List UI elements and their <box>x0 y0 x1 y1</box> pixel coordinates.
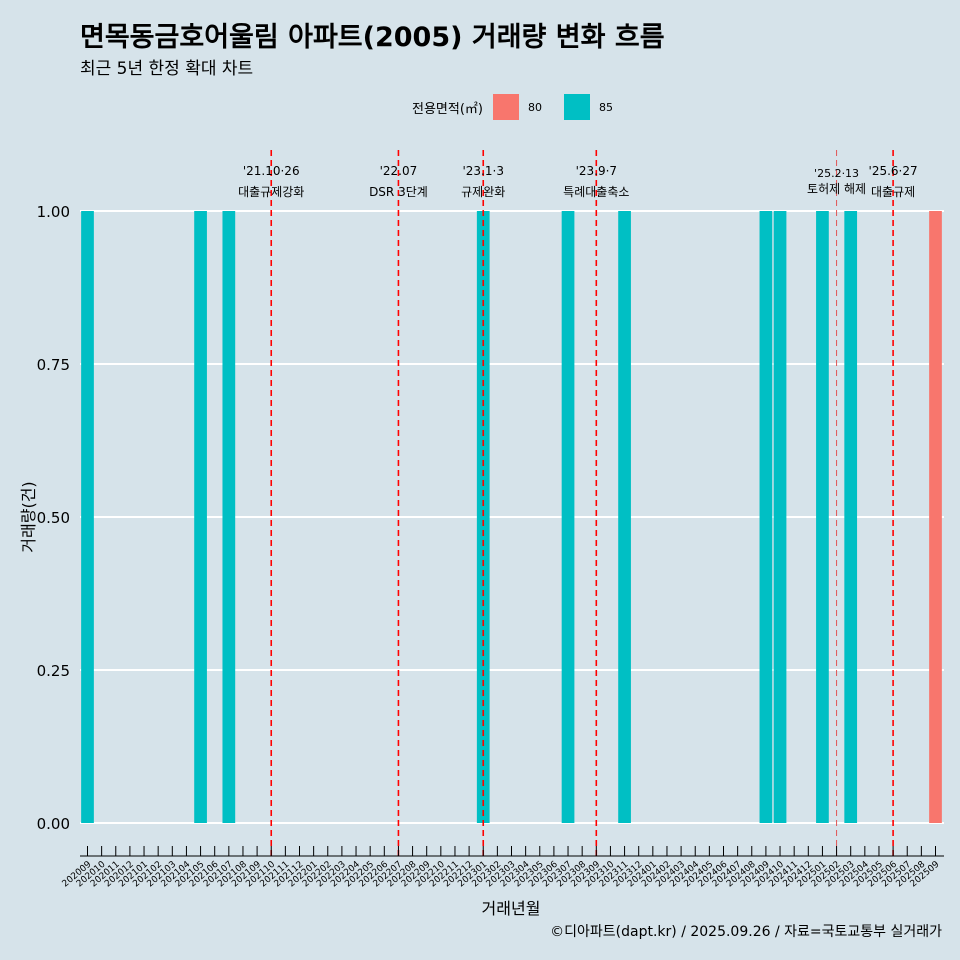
legend-title: 전용면적(㎡) <box>412 101 483 117</box>
event-date-202506: '25.6·27 <box>869 164 918 178</box>
event-label-202502: 토허제 해제 <box>807 182 866 196</box>
bar-85-202107 <box>222 211 236 823</box>
bar-85-202410 <box>773 211 787 823</box>
legend: 전용면적(㎡) 80 85 <box>412 93 635 121</box>
event-date-202309: '23.9·7 <box>576 164 617 178</box>
bar-layer <box>81 211 942 823</box>
bar-85-202307 <box>561 211 575 823</box>
bar-85-202409 <box>759 211 773 823</box>
bar-85-202105 <box>194 211 207 823</box>
bar-85-202009 <box>81 211 94 823</box>
event-label-202309: 특례대출축소 <box>563 185 629 199</box>
bar-85-202501 <box>816 211 829 823</box>
event-label-202207: DSR 3단계 <box>369 185 428 199</box>
y-tick-label: 0.25 <box>37 662 70 680</box>
chart-subtitle: 최근 5년 한정 확대 차트 <box>80 59 254 79</box>
event-label-202301: 규제완화 <box>461 185 505 199</box>
bar-85-202301 <box>476 211 490 823</box>
x-axis-title: 거래년월 <box>482 899 541 918</box>
event-label-202110: 대출규제강화 <box>238 185 304 199</box>
legend-label-80: 80 <box>527 100 542 114</box>
y-tick-label: 0.00 <box>37 815 70 833</box>
event-layer: '21.10·26 대출규제강화 '22.07 DSR 3단계 '23.1·3 규제완화 '… <box>238 150 918 856</box>
event-date-202502: '25.2·13 <box>814 167 859 180</box>
legend-swatch-85 <box>563 94 590 120</box>
y-tick-label: 0.75 <box>37 356 70 374</box>
grid-layer <box>80 210 944 824</box>
y-tick-label: 1.00 <box>37 203 70 221</box>
bar-85-202311 <box>618 211 631 823</box>
bar-85-202503 <box>844 211 858 823</box>
event-date-202301: '23.1·3 <box>462 164 503 178</box>
event-date-202207: '22.07 <box>380 164 418 178</box>
axis-layer: 0.000.250.500.751.0020200920201020201120… <box>37 203 944 889</box>
caption: ©디아파트(dapt.kr) / 2025.09.26 / 자료=국토교통부 실… <box>550 924 942 940</box>
legend-label-85: 85 <box>598 100 613 114</box>
chart-title: 면목동금호어울림 아파트(2005) 거래량 변화 흐름 <box>80 22 665 53</box>
bar-80-202509 <box>929 211 942 823</box>
y-axis-title: 거래량(건) <box>19 481 38 552</box>
event-date-202110: '21.10·26 <box>243 164 300 178</box>
event-label-202506: 대출규제 <box>871 185 915 199</box>
y-tick-label: 0.50 <box>37 509 70 527</box>
legend-swatch-80 <box>492 94 519 120</box>
